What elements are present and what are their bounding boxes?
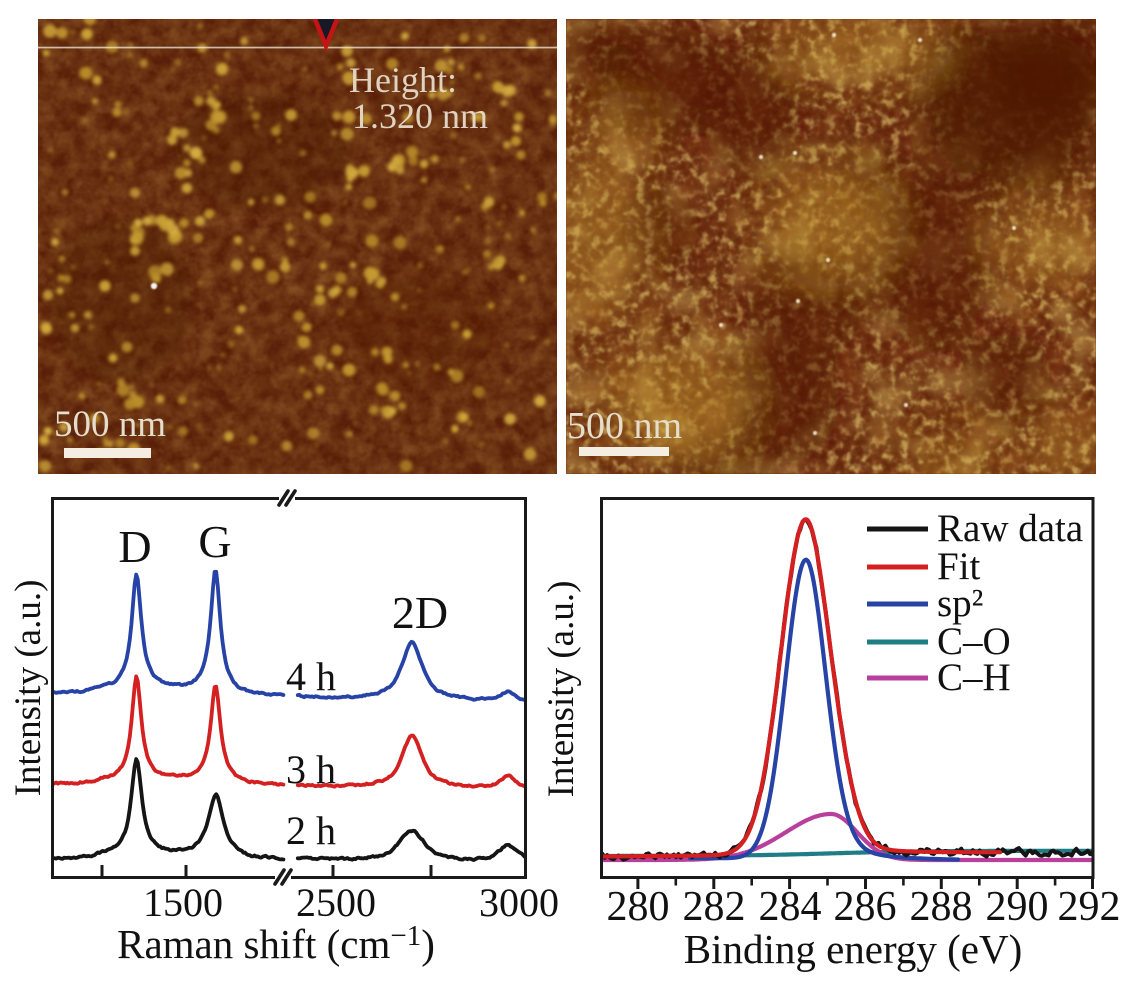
svg-text:Fit: Fit [937, 545, 981, 588]
svg-text:Binding energy (eV): Binding energy (eV) [684, 926, 1023, 972]
svg-text:3000: 3000 [479, 880, 559, 925]
svg-text:sp²: sp² [937, 582, 983, 625]
svg-text:D: D [118, 521, 151, 572]
svg-text:C–O: C–O [937, 620, 1011, 663]
svg-text:3 h: 3 h [286, 747, 336, 792]
svg-text:500 nm: 500 nm [567, 405, 682, 447]
svg-text:Intensity (a.u.): Intensity (a.u.) [541, 581, 582, 798]
svg-text:C–H: C–H [937, 656, 1011, 699]
svg-text:Intensity (a.u.): Intensity (a.u.) [8, 580, 49, 797]
svg-text:286: 286 [834, 884, 897, 930]
svg-text:284: 284 [759, 884, 822, 930]
svg-text:1500: 1500 [143, 880, 223, 925]
svg-text:2500: 2500 [296, 880, 376, 925]
svg-text:292: 292 [1058, 884, 1121, 930]
svg-text:Raman shift (cm−1): Raman shift (cm−1) [117, 920, 435, 967]
svg-text:2 h: 2 h [286, 808, 336, 853]
svg-text:Raw data: Raw data [937, 507, 1083, 550]
svg-text:500 nm: 500 nm [54, 404, 166, 445]
svg-text:282: 282 [683, 884, 746, 930]
svg-text:4 h: 4 h [286, 654, 336, 699]
svg-text:2D: 2D [392, 587, 448, 638]
svg-text:G: G [198, 516, 231, 567]
svg-text:1.320 nm: 1.320 nm [352, 96, 488, 136]
svg-text:Height:: Height: [349, 60, 457, 100]
svg-text:290: 290 [986, 884, 1049, 930]
svg-text:288: 288 [910, 884, 973, 930]
svg-text:280: 280 [607, 884, 670, 930]
